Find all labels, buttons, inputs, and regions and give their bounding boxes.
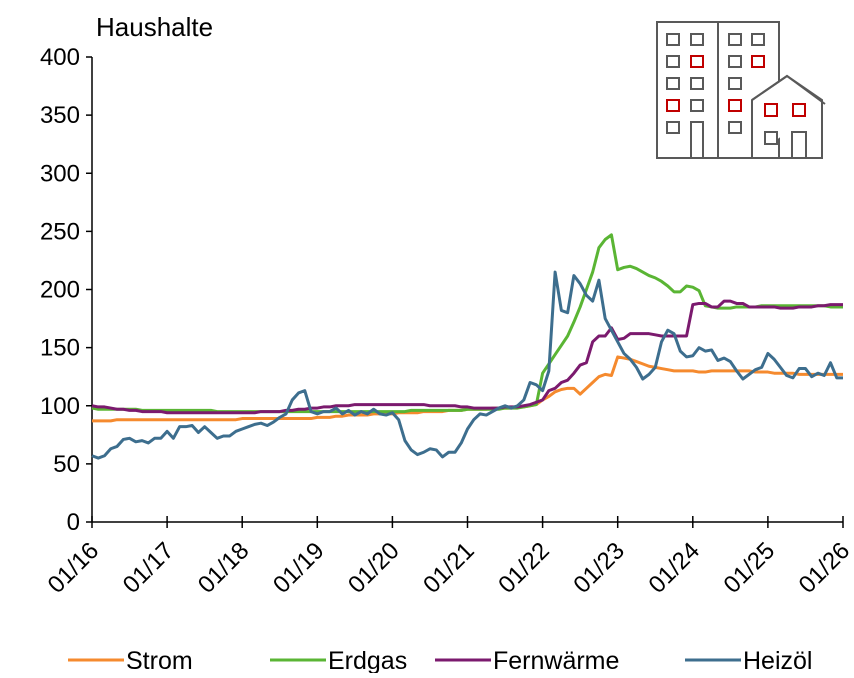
x-tick-label: 01/19 bbox=[268, 537, 330, 599]
y-tick-label: 200 bbox=[40, 277, 80, 304]
chart-title: Haushalte bbox=[96, 12, 213, 42]
legend-label: Fernwärme bbox=[493, 647, 619, 673]
y-tick-label: 150 bbox=[40, 335, 80, 362]
y-tick-label: 100 bbox=[40, 393, 80, 420]
x-tick-label: 01/25 bbox=[719, 537, 781, 599]
y-tick-label: 400 bbox=[40, 44, 80, 71]
x-tick-label: 01/18 bbox=[193, 537, 255, 599]
x-tick-label: 01/23 bbox=[568, 537, 630, 599]
y-tick-label: 50 bbox=[53, 451, 80, 478]
legend-label: Erdgas bbox=[328, 647, 407, 673]
building-icon bbox=[656, 21, 826, 159]
x-tick-label: 01/24 bbox=[643, 537, 705, 599]
x-tick-label: 01/26 bbox=[794, 537, 854, 599]
x-tick-label: 01/21 bbox=[418, 537, 480, 599]
y-tick-label: 300 bbox=[40, 160, 80, 187]
x-tick-label: 01/22 bbox=[493, 537, 555, 599]
line-series bbox=[91, 270, 843, 460]
legend-label: Heizöl bbox=[743, 647, 812, 673]
line-series bbox=[91, 299, 843, 415]
x-tick-label: 01/17 bbox=[118, 537, 180, 599]
y-tick-label: 350 bbox=[40, 102, 80, 129]
line-series bbox=[91, 233, 843, 414]
y-tick-label: 250 bbox=[40, 218, 80, 245]
x-tick-label: 01/20 bbox=[343, 537, 405, 599]
legend-label: Strom bbox=[126, 647, 193, 673]
y-tick-label: 0 bbox=[67, 509, 80, 536]
x-tick-label: 01/16 bbox=[43, 537, 105, 599]
